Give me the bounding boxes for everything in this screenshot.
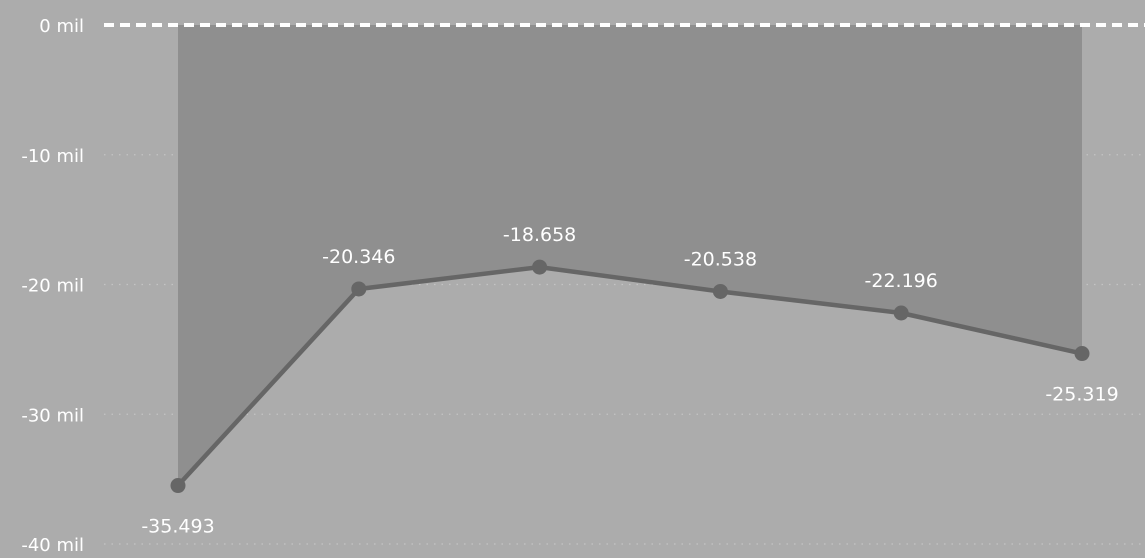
y-tick-label: -40 mil [21, 535, 84, 556]
series-polyline [175, 264, 1085, 488]
data-point-marker [712, 283, 728, 299]
y-tick-label: -30 mil [21, 405, 84, 426]
data-labels: -35.493 -20.346 -18.658 -20.538 -22.196 -25.3… [141, 224, 1118, 537]
y-tick-label: -10 mil [21, 146, 84, 167]
area-shape [178, 25, 1082, 486]
area-fill [178, 25, 1082, 486]
data-point-marker [170, 478, 186, 494]
y-tick-label: 0 mil [39, 16, 84, 37]
y-tick-label: -20 mil [21, 276, 84, 297]
data-point-marker [1074, 346, 1090, 362]
data-point-marker [351, 281, 367, 297]
data-label: -25.319 [1045, 384, 1118, 406]
data-point-marker [893, 305, 909, 321]
data-label: -22.196 [865, 270, 938, 292]
data-markers [170, 259, 1090, 494]
data-label: -18.658 [503, 224, 576, 246]
series-line [175, 264, 1085, 488]
data-label: -35.493 [141, 516, 214, 538]
data-label: -20.346 [322, 246, 395, 268]
data-point-marker [532, 259, 548, 275]
y-axis-tick-labels: 0 mil -10 mil -20 mil -30 mil -40 mil [21, 16, 84, 556]
data-label: -20.538 [684, 248, 757, 270]
